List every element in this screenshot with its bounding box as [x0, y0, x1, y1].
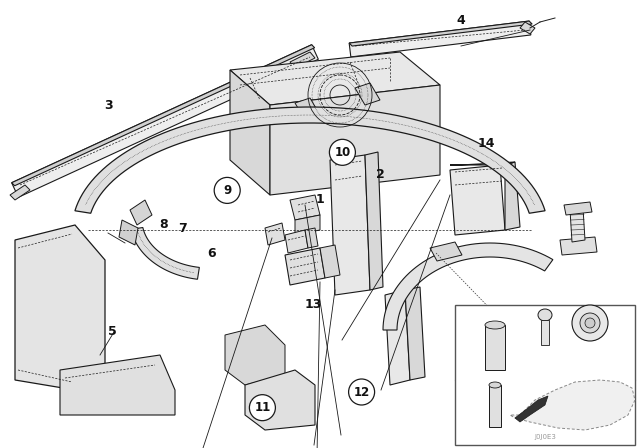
Polygon shape	[450, 162, 515, 165]
Text: 1: 1	[316, 193, 324, 206]
Polygon shape	[365, 152, 383, 290]
Text: 5: 5	[108, 325, 116, 338]
Text: 14: 14	[477, 137, 495, 150]
Polygon shape	[12, 45, 315, 186]
Polygon shape	[349, 21, 532, 46]
Text: 12: 12	[353, 385, 370, 399]
Circle shape	[349, 379, 374, 405]
Text: 7: 7	[178, 222, 187, 235]
Polygon shape	[383, 243, 553, 330]
Polygon shape	[385, 290, 410, 385]
Polygon shape	[505, 162, 520, 230]
Bar	[455, 305, 635, 445]
Polygon shape	[270, 85, 440, 195]
Text: 6: 6	[207, 246, 216, 260]
Circle shape	[254, 349, 266, 361]
Text: 11: 11	[254, 401, 271, 414]
Circle shape	[330, 139, 355, 165]
Polygon shape	[405, 287, 425, 380]
Circle shape	[239, 344, 251, 356]
Polygon shape	[450, 165, 505, 235]
Polygon shape	[564, 202, 592, 215]
Circle shape	[122, 385, 138, 401]
Polygon shape	[550, 388, 575, 409]
Polygon shape	[489, 385, 501, 427]
Ellipse shape	[27, 331, 49, 349]
Polygon shape	[285, 230, 308, 253]
Circle shape	[585, 318, 595, 328]
Circle shape	[214, 177, 240, 203]
Polygon shape	[541, 320, 549, 345]
Polygon shape	[245, 370, 315, 430]
Polygon shape	[225, 325, 285, 385]
Polygon shape	[285, 248, 325, 285]
Polygon shape	[560, 237, 597, 255]
Text: 10: 10	[334, 146, 351, 159]
Text: 2: 2	[376, 168, 385, 181]
Ellipse shape	[27, 291, 49, 309]
Circle shape	[92, 385, 108, 401]
Text: 4: 4	[456, 13, 465, 27]
Text: 3: 3	[104, 99, 113, 112]
Polygon shape	[290, 195, 320, 220]
Polygon shape	[12, 45, 318, 197]
Ellipse shape	[27, 256, 49, 274]
Polygon shape	[265, 223, 285, 245]
Polygon shape	[485, 325, 505, 370]
Polygon shape	[130, 200, 152, 225]
Polygon shape	[520, 22, 535, 34]
Polygon shape	[430, 242, 462, 261]
Circle shape	[264, 391, 276, 403]
Polygon shape	[131, 228, 200, 279]
Text: 8: 8	[159, 217, 168, 231]
Polygon shape	[230, 52, 440, 105]
Polygon shape	[290, 52, 315, 68]
Polygon shape	[60, 355, 175, 415]
Polygon shape	[510, 380, 635, 430]
Polygon shape	[15, 225, 105, 390]
Polygon shape	[295, 98, 320, 120]
Polygon shape	[330, 155, 370, 295]
Ellipse shape	[485, 321, 505, 329]
Circle shape	[580, 313, 600, 333]
Polygon shape	[320, 245, 340, 278]
Circle shape	[391, 324, 403, 336]
Circle shape	[279, 396, 291, 408]
Polygon shape	[349, 21, 531, 57]
Text: J0J0E3: J0J0E3	[534, 434, 556, 440]
Polygon shape	[515, 396, 548, 422]
Circle shape	[391, 304, 403, 316]
Text: 9: 9	[223, 184, 231, 197]
Polygon shape	[119, 220, 138, 245]
Polygon shape	[355, 83, 380, 105]
Polygon shape	[10, 185, 30, 200]
Polygon shape	[295, 215, 320, 235]
Text: 13: 13	[305, 298, 323, 311]
Circle shape	[250, 395, 275, 421]
Polygon shape	[75, 107, 545, 213]
Polygon shape	[305, 228, 318, 248]
Ellipse shape	[538, 309, 552, 321]
Circle shape	[572, 305, 608, 341]
Circle shape	[391, 344, 403, 356]
Polygon shape	[230, 70, 270, 195]
Polygon shape	[570, 208, 585, 242]
Circle shape	[269, 409, 281, 421]
Ellipse shape	[489, 382, 501, 388]
